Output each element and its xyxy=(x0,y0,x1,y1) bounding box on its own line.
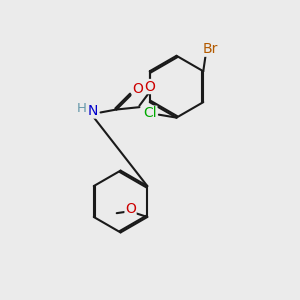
Text: N: N xyxy=(88,104,98,118)
Text: Cl: Cl xyxy=(143,106,157,120)
Text: O: O xyxy=(125,202,136,216)
Text: O: O xyxy=(144,80,155,94)
Text: H: H xyxy=(77,102,87,116)
Text: O: O xyxy=(132,82,143,97)
Text: Br: Br xyxy=(202,42,218,56)
